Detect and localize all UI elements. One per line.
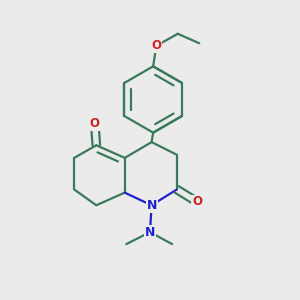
Text: N: N xyxy=(146,199,157,212)
Text: N: N xyxy=(145,226,155,238)
Text: O: O xyxy=(151,39,161,52)
Text: O: O xyxy=(192,195,202,208)
Text: O: O xyxy=(90,117,100,130)
